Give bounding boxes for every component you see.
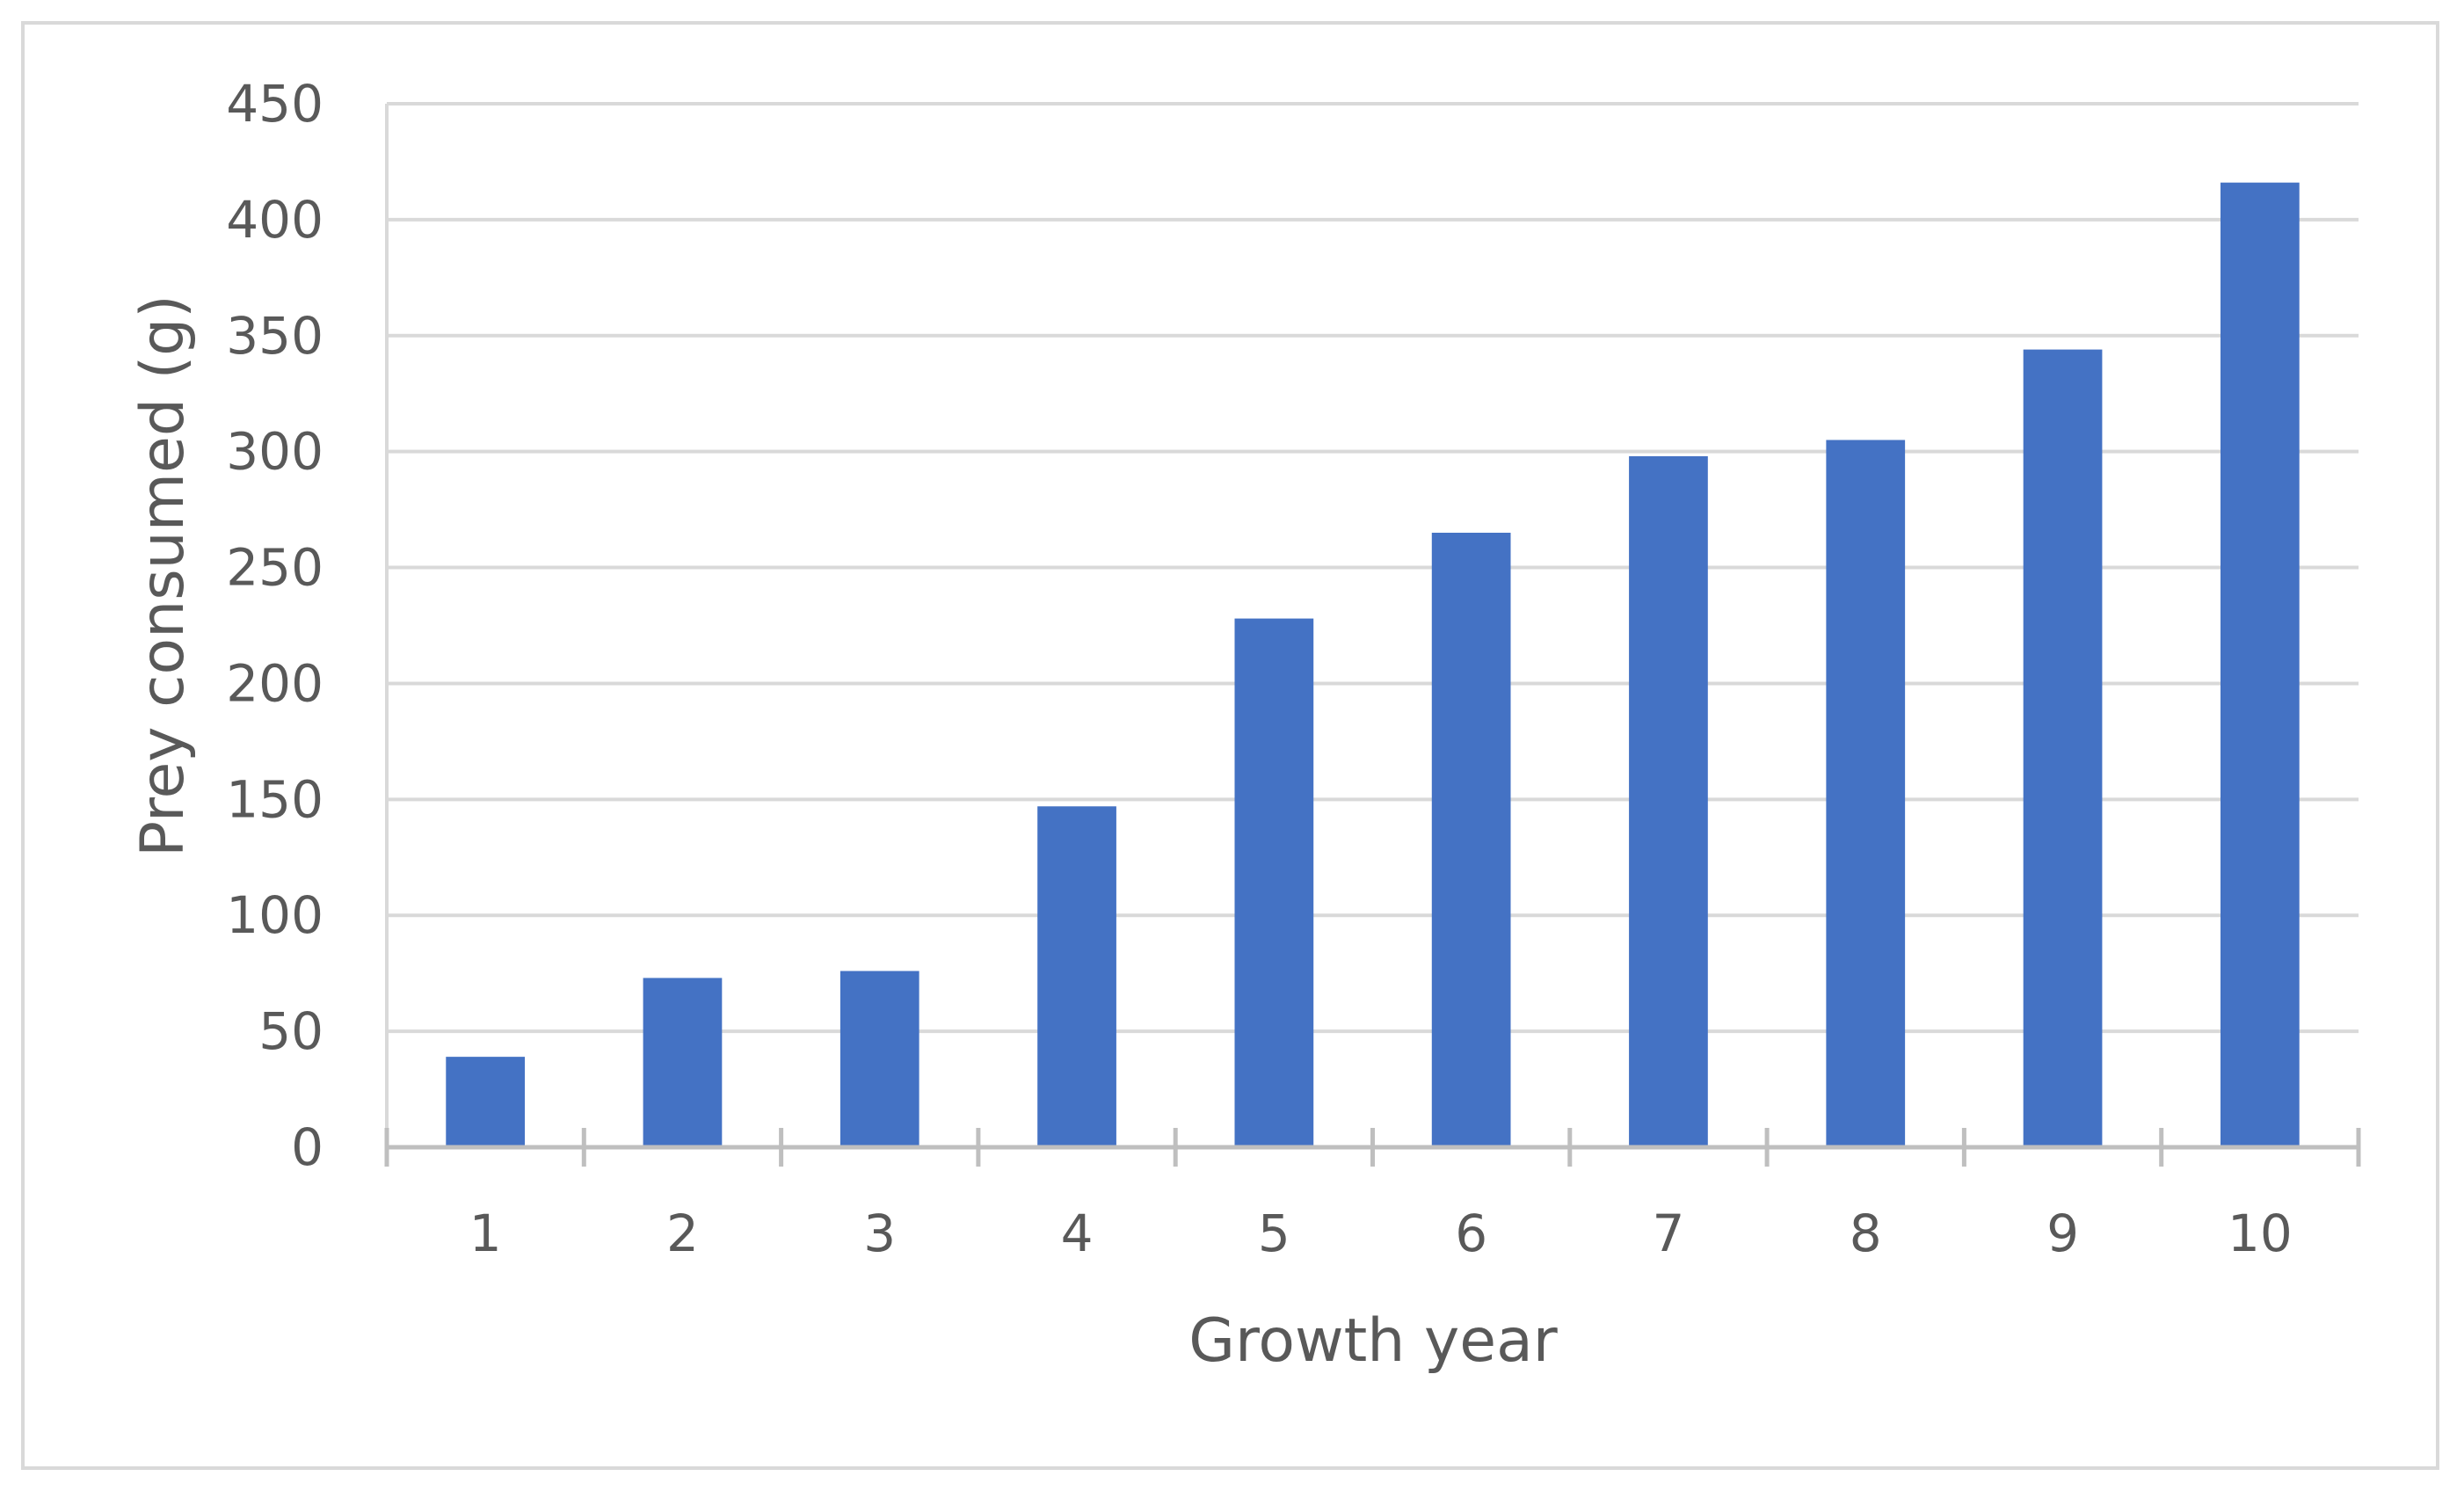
bar-3 (840, 971, 919, 1147)
x-tick-label-3: 3 (863, 1203, 896, 1263)
y-tick-label-100: 100 (226, 885, 323, 945)
x-axis-title: Growth year (1188, 1306, 1557, 1376)
x-tick-label-5: 5 (1258, 1203, 1290, 1263)
bar-8 (1826, 440, 1906, 1147)
y-tick-label-250: 250 (226, 538, 323, 598)
x-tick-label-8: 8 (1850, 1203, 1882, 1263)
y-tick-labels: 0 50 100 150 200 250 300 350 400 450 (226, 74, 323, 1177)
x-tick-label-4: 4 (1061, 1203, 1094, 1263)
x-tick-label-1: 1 (469, 1203, 502, 1263)
axes (384, 104, 2361, 1167)
x-tick-label-2: 2 (666, 1203, 699, 1263)
bar-5 (1234, 618, 1314, 1147)
bar-9 (2023, 349, 2103, 1147)
y-axis-title: Prey consumed (g) (128, 295, 198, 857)
bar-4 (1037, 806, 1116, 1147)
bar-10 (2220, 182, 2300, 1147)
y-tick-label-200: 200 (226, 653, 323, 713)
x-tick-labels: 1 2 3 4 5 6 7 8 9 10 (469, 1203, 2293, 1263)
bars (446, 182, 2300, 1147)
y-tick-label-400: 400 (226, 190, 323, 250)
y-tick-label-350: 350 (226, 306, 323, 366)
bar-6 (1431, 532, 1511, 1147)
y-tick-label-300: 300 (226, 422, 323, 482)
y-tick-label-50: 50 (258, 1001, 323, 1061)
x-tick-label-7: 7 (1652, 1203, 1684, 1263)
bar-7 (1629, 455, 1708, 1147)
bar-2 (643, 978, 723, 1147)
y-tick-label-450: 450 (226, 74, 323, 134)
x-tick-label-10: 10 (2228, 1203, 2293, 1263)
y-tick-label-150: 150 (226, 769, 323, 829)
x-tick-label-9: 9 (2046, 1203, 2079, 1263)
x-tick-label-6: 6 (1455, 1203, 1487, 1263)
y-tick-label-0: 0 (291, 1117, 323, 1177)
bar-1 (446, 1057, 526, 1147)
